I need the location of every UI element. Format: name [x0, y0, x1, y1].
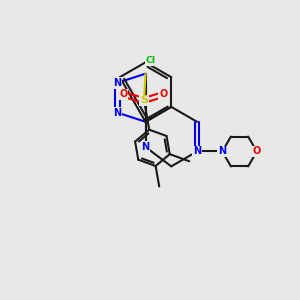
- Text: N: N: [193, 146, 201, 157]
- Text: N: N: [113, 108, 121, 118]
- Text: N: N: [218, 146, 226, 157]
- Text: N: N: [142, 142, 150, 152]
- Text: O: O: [119, 89, 128, 100]
- Text: N: N: [113, 78, 121, 88]
- Text: O: O: [159, 89, 167, 100]
- Text: Cl: Cl: [146, 56, 156, 65]
- Text: S: S: [140, 95, 148, 105]
- Text: O: O: [253, 146, 261, 157]
